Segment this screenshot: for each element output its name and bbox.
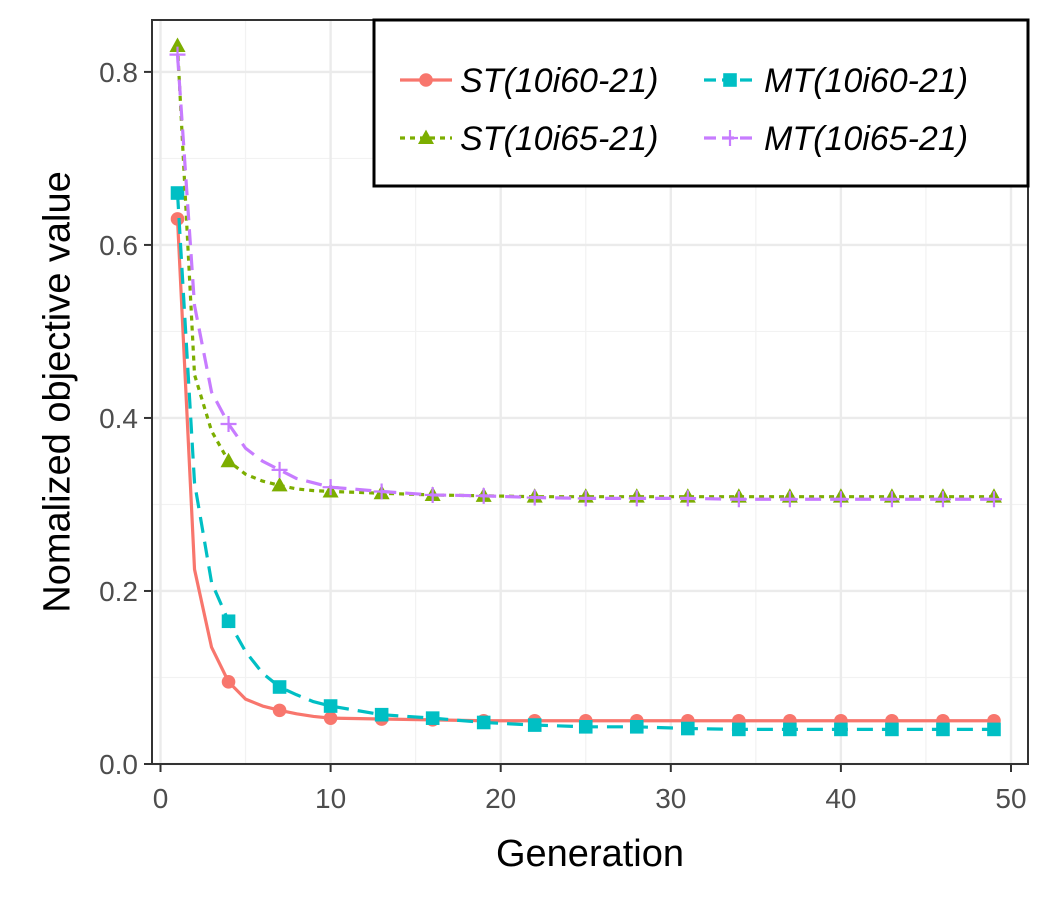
data-point (730, 491, 747, 508)
data-point (323, 699, 338, 713)
axis-ticks (144, 70, 1012, 772)
data-point (169, 46, 186, 63)
data-point (323, 711, 338, 725)
y-tick-label: 0.4 (99, 403, 138, 434)
data-point (374, 707, 389, 722)
x-tick-label: 0 (153, 783, 169, 814)
legend-label: ST(10i65-21) (460, 120, 658, 158)
legend: ST(10i60-21) MT(10i60-21) ST(10i65-21) MT(1… (372, 18, 1030, 188)
legend-item: MT(10i60-21) (704, 62, 968, 100)
series-layer (169, 37, 1002, 737)
x-tick-label: 10 (315, 783, 346, 814)
x-tick-label: 40 (825, 783, 856, 814)
data-point (373, 483, 390, 500)
legend-item: MT(10i65-21) (704, 120, 968, 158)
data-point (987, 722, 1001, 737)
data-point (732, 722, 746, 737)
legend-marker (723, 73, 737, 87)
legend-marker (722, 130, 738, 146)
data-point (934, 491, 951, 508)
y-tick-label: 0.8 (99, 57, 138, 88)
legend-item: ST(10i60-21) (400, 62, 658, 100)
series-MT(10i60-21) (170, 186, 1001, 737)
axis-tick-labels: 0 10 20 30 40 50 0.0 0.2 0.4 0.6 0.8 (99, 57, 1027, 814)
legend-marker (418, 129, 434, 144)
y-tick-label: 0.0 (99, 749, 138, 780)
data-point (936, 722, 950, 737)
data-point (170, 186, 185, 200)
data-point (679, 490, 696, 507)
y-tick-label: 0.2 (99, 576, 138, 607)
x-tick-label: 20 (485, 783, 516, 814)
data-point (628, 490, 645, 507)
data-point (271, 477, 288, 492)
data-point (883, 491, 900, 508)
data-point (476, 715, 491, 730)
data-point (221, 614, 236, 629)
legend-label: ST(10i60-21) (460, 62, 658, 100)
legend-marker (419, 73, 433, 87)
data-point (832, 491, 849, 508)
data-point (527, 718, 542, 732)
data-point (272, 703, 287, 718)
x-tick-label: 30 (655, 783, 686, 814)
legend-label: MT(10i65-21) (764, 120, 968, 158)
data-point (577, 490, 594, 507)
data-point (425, 711, 440, 725)
data-point (578, 720, 593, 734)
legend-item: ST(10i65-21) (400, 120, 658, 158)
data-point (475, 487, 492, 504)
x-axis-title: Generation (496, 833, 684, 875)
y-tick-label: 0.6 (99, 230, 138, 261)
x-tick-label: 50 (995, 783, 1026, 814)
data-point (220, 452, 237, 468)
legend-box (372, 18, 1030, 188)
data-point (526, 489, 543, 506)
data-point (221, 675, 236, 689)
data-point (783, 722, 797, 737)
data-point (781, 491, 798, 508)
y-axis-title: Nomalized objective value (36, 171, 78, 612)
data-point (885, 722, 899, 737)
data-point (271, 461, 288, 478)
data-point (681, 721, 695, 736)
data-point (169, 37, 186, 52)
data-point (220, 416, 237, 433)
data-point (834, 722, 848, 737)
legend-label: MT(10i60-21) (764, 62, 968, 100)
data-point (629, 720, 644, 734)
data-point (424, 486, 441, 503)
data-point (322, 479, 339, 496)
data-point (985, 491, 1002, 508)
data-point (272, 680, 287, 694)
series-MT(10i65-21) (169, 46, 1002, 508)
